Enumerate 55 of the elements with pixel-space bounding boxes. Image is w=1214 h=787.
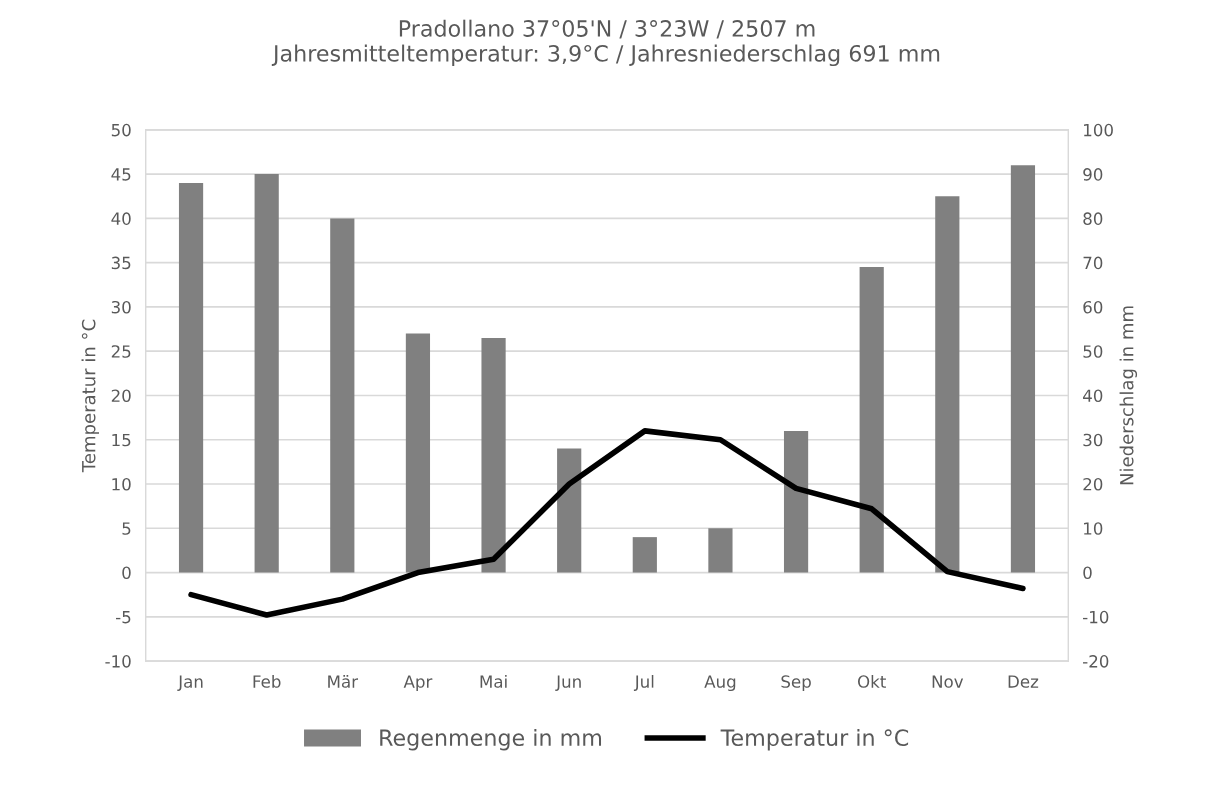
y2-tick-label: 50 <box>1083 345 1103 358</box>
x-tick-label: Feb <box>253 674 281 688</box>
bar <box>330 218 355 573</box>
y-tick-label: 20 <box>111 389 131 403</box>
y-tick-label: 0 <box>122 566 131 580</box>
x-tick-label: Nov <box>932 675 964 688</box>
bar <box>178 182 204 573</box>
y-tick-label: 15 <box>112 433 131 447</box>
y-tick-label: 50 <box>111 123 131 137</box>
x-tick-label: Jul <box>633 674 654 691</box>
x-tick-label: Aug <box>704 675 736 692</box>
x-tick-label: Jan <box>177 675 203 691</box>
x-tick-label: Mai <box>480 674 507 688</box>
y2-tick-label: 60 <box>1083 300 1103 314</box>
y2-tick-label: 0 <box>1083 566 1092 580</box>
y-tick-label: -5 <box>115 610 131 624</box>
y-tick-label: 35 <box>111 256 131 270</box>
y2-tick-label: 70 <box>1083 256 1103 270</box>
legend-label: Regenmenge in mm <box>380 728 602 751</box>
y-tick-label: 25 <box>111 345 131 358</box>
bar <box>632 537 657 573</box>
y-tick-label: 45 <box>111 168 131 181</box>
y-axis-title: Temperatur in °C <box>81 319 100 473</box>
x-tick-label: Sep <box>781 675 811 692</box>
x-tick-label: Dez <box>1008 675 1039 688</box>
bar <box>1010 165 1036 573</box>
y2-tick-label: 90 <box>1083 168 1103 181</box>
bar <box>859 267 884 573</box>
y2-tick-label: 100 <box>1084 123 1113 137</box>
bar <box>708 528 733 573</box>
bar <box>405 333 431 573</box>
y-tick-label: -10 <box>105 655 131 668</box>
y-tick-label: 10 <box>112 477 131 491</box>
y2-tick-label: 40 <box>1083 389 1103 403</box>
chart-title: Pradollano 37°05'N / 3°23W / 2507 m Jahresmitteltemperatur: 3,9°C / Jahresniederschlag 691 mm <box>271 19 940 67</box>
y2-axis-title: Niederschlag in mm <box>1119 306 1138 485</box>
y-tick-label: 5 <box>122 522 131 535</box>
x-tick-label: Okt <box>857 674 886 688</box>
bar <box>254 174 279 573</box>
legend-label: Temperatur in °C <box>720 728 909 751</box>
y-tick-label: 30 <box>111 300 131 314</box>
y2-tick-label: 80 <box>1083 212 1103 225</box>
x-tick-label: Mär <box>328 675 359 688</box>
bar <box>783 430 809 573</box>
y2-tick-label: -20 <box>1083 655 1109 668</box>
y2-tick-label: 30 <box>1083 433 1103 447</box>
bar <box>935 196 960 573</box>
y2-tick-label: -10 <box>1083 610 1109 624</box>
y2-tick-label: 10 <box>1084 522 1103 535</box>
y2-tick-label: 20 <box>1083 477 1103 491</box>
x-tick-label: Apr <box>403 675 433 692</box>
x-tick-label: Jun <box>555 675 581 691</box>
bar <box>481 337 506 573</box>
y-tick-label: 40 <box>111 212 131 225</box>
bar <box>557 448 582 573</box>
